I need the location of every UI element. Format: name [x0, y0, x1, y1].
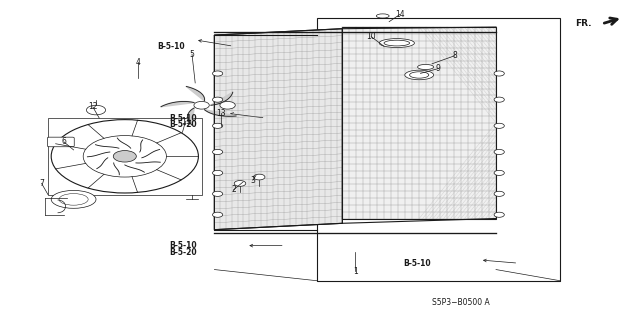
Circle shape: [212, 71, 223, 76]
Ellipse shape: [418, 64, 434, 70]
Circle shape: [194, 101, 209, 109]
Polygon shape: [97, 158, 108, 169]
Circle shape: [212, 123, 223, 128]
Text: 9: 9: [436, 64, 441, 73]
Circle shape: [51, 120, 198, 193]
Circle shape: [494, 149, 504, 154]
Text: B-5-20: B-5-20: [170, 248, 197, 256]
Polygon shape: [186, 86, 205, 101]
Text: S5P3−B0500 A: S5P3−B0500 A: [432, 298, 490, 307]
Circle shape: [212, 149, 223, 154]
Circle shape: [494, 123, 504, 128]
Text: B-5-10: B-5-10: [157, 42, 184, 51]
Polygon shape: [140, 140, 143, 152]
Polygon shape: [142, 150, 159, 158]
Polygon shape: [125, 165, 145, 172]
Ellipse shape: [376, 14, 389, 18]
Circle shape: [212, 212, 223, 217]
Circle shape: [86, 105, 106, 115]
Circle shape: [83, 136, 166, 177]
Polygon shape: [114, 163, 119, 175]
Text: 14: 14: [395, 10, 405, 19]
Circle shape: [220, 101, 236, 109]
Text: 12: 12: [88, 102, 97, 111]
Circle shape: [212, 191, 223, 197]
Text: 10: 10: [366, 32, 376, 41]
Circle shape: [494, 212, 504, 217]
Text: FR.: FR.: [575, 19, 592, 28]
Text: B-5-20: B-5-20: [170, 120, 197, 129]
Circle shape: [253, 174, 265, 180]
Ellipse shape: [405, 70, 434, 80]
Text: B-5-10: B-5-10: [403, 259, 431, 268]
Text: 4: 4: [135, 58, 140, 67]
Circle shape: [212, 170, 223, 175]
Circle shape: [494, 191, 504, 197]
FancyBboxPatch shape: [47, 137, 74, 147]
Text: 11: 11: [181, 117, 190, 126]
Circle shape: [113, 151, 136, 162]
Circle shape: [212, 97, 223, 102]
Text: B-5-10: B-5-10: [170, 114, 197, 122]
Polygon shape: [136, 162, 160, 163]
Ellipse shape: [379, 39, 415, 48]
Polygon shape: [204, 110, 236, 116]
Ellipse shape: [51, 190, 96, 208]
Circle shape: [234, 181, 246, 186]
Polygon shape: [161, 101, 194, 107]
Text: 8: 8: [452, 51, 457, 60]
Text: B-5-10: B-5-10: [170, 241, 197, 250]
Text: 5: 5: [189, 50, 195, 59]
Text: 1: 1: [353, 267, 358, 276]
Polygon shape: [117, 138, 131, 148]
Polygon shape: [214, 29, 342, 230]
Polygon shape: [88, 152, 110, 157]
Text: 3: 3: [250, 176, 255, 185]
Polygon shape: [188, 108, 194, 125]
Text: 2: 2: [231, 185, 236, 194]
Circle shape: [494, 170, 504, 175]
Polygon shape: [95, 145, 119, 148]
Text: 6: 6: [61, 137, 67, 146]
Polygon shape: [342, 27, 496, 219]
Polygon shape: [211, 92, 233, 105]
Text: 7: 7: [39, 179, 44, 188]
Text: 13: 13: [216, 109, 226, 118]
Circle shape: [494, 71, 504, 76]
Circle shape: [494, 97, 504, 102]
